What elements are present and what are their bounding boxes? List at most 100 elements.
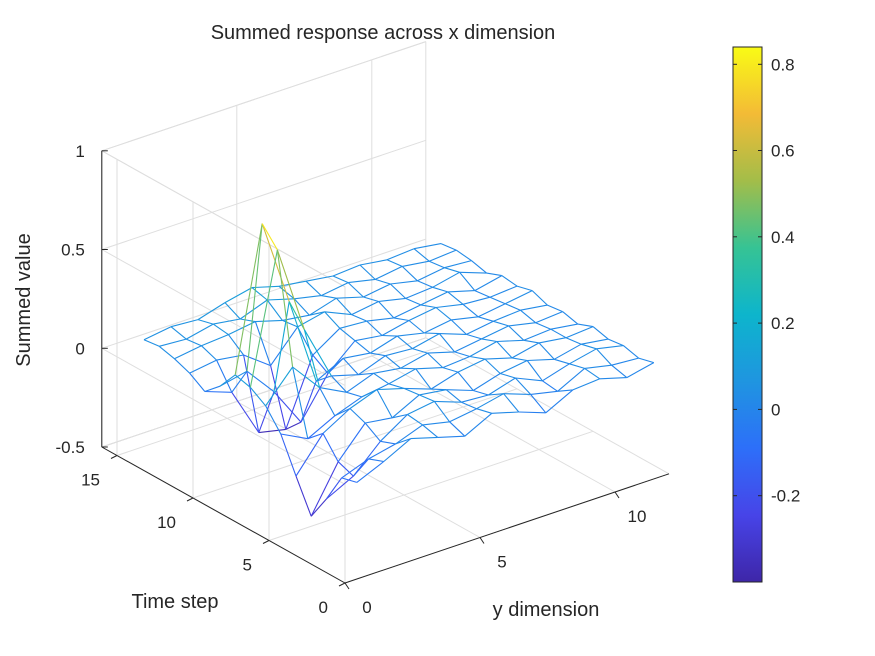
mesh-edge bbox=[280, 433, 308, 440]
mesh-edge bbox=[359, 264, 376, 280]
mesh-edge bbox=[330, 375, 348, 393]
mesh-edge bbox=[219, 374, 236, 387]
mesh-edge bbox=[447, 291, 464, 305]
mesh-edge bbox=[319, 387, 336, 417]
mesh-edge bbox=[417, 280, 433, 288]
mesh-edge bbox=[397, 332, 425, 337]
mesh-edge bbox=[370, 352, 386, 357]
mesh-edge bbox=[363, 283, 391, 298]
mesh-edge bbox=[438, 333, 456, 353]
mesh-edge bbox=[346, 372, 374, 393]
mesh-edge bbox=[246, 370, 275, 393]
surface-mesh bbox=[143, 223, 655, 517]
mesh-edge bbox=[351, 314, 368, 322]
mesh-edge bbox=[159, 338, 187, 347]
x-tick-mark bbox=[344, 582, 350, 590]
axes: 0 5 10 0 5 10 15 -0.5 0 0.5 1 bbox=[56, 142, 670, 617]
mesh-edge bbox=[440, 243, 457, 251]
mesh-edge bbox=[376, 389, 393, 419]
mesh-edge bbox=[511, 342, 540, 359]
grid-line-z-left bbox=[101, 347, 346, 485]
mesh-edge bbox=[493, 320, 509, 327]
mesh-edge bbox=[366, 320, 383, 336]
mesh-edge bbox=[265, 366, 294, 407]
mesh-edge bbox=[511, 357, 528, 362]
x-tick-label: 10 bbox=[628, 507, 647, 526]
mesh-edge bbox=[447, 290, 475, 293]
mesh-edge bbox=[174, 345, 202, 360]
mesh-edge bbox=[417, 267, 445, 282]
mesh-edge bbox=[469, 341, 498, 357]
mesh-edge bbox=[430, 388, 447, 391]
mesh-edge bbox=[466, 320, 494, 335]
mesh-edge bbox=[457, 371, 474, 391]
mesh-edge bbox=[623, 345, 639, 359]
mesh-edge bbox=[170, 319, 199, 328]
mesh-edge bbox=[366, 317, 394, 322]
mesh-edge bbox=[595, 348, 613, 366]
mesh-edge bbox=[231, 370, 248, 393]
mesh-edge bbox=[324, 311, 352, 316]
mesh-edge bbox=[407, 414, 423, 426]
mesh-edge bbox=[423, 319, 452, 334]
mesh-edge bbox=[348, 278, 376, 284]
mesh-edge bbox=[332, 275, 349, 284]
mesh-edge bbox=[496, 339, 524, 343]
mesh-edge bbox=[381, 320, 410, 336]
mesh-edge bbox=[596, 345, 624, 350]
mesh-edge bbox=[518, 411, 546, 414]
mesh-edge bbox=[309, 297, 337, 316]
colorbar-tick-label: -0.2 bbox=[771, 487, 800, 506]
mesh-edge bbox=[584, 364, 612, 369]
mesh-edge bbox=[288, 301, 317, 382]
mesh-edge bbox=[322, 408, 351, 434]
mesh-edge bbox=[491, 411, 519, 414]
mesh-edge bbox=[418, 394, 435, 402]
mesh-edge bbox=[375, 278, 391, 285]
mesh-edge bbox=[391, 394, 420, 419]
mesh-edge bbox=[503, 393, 520, 413]
mesh-edge bbox=[322, 433, 339, 462]
mesh-edge bbox=[267, 298, 295, 301]
y-axis-line bbox=[101, 446, 346, 584]
mesh-edge bbox=[412, 333, 440, 350]
mesh-edge bbox=[481, 338, 497, 343]
mesh-edge bbox=[316, 375, 332, 382]
y-tick-mark bbox=[186, 497, 194, 502]
mesh-edge bbox=[227, 334, 245, 356]
mesh-edge bbox=[457, 358, 486, 373]
mesh-edge bbox=[395, 438, 411, 445]
mesh-edge bbox=[611, 364, 628, 379]
mesh-edge bbox=[369, 335, 398, 354]
mesh-edge bbox=[185, 323, 214, 340]
mesh-edge bbox=[611, 357, 639, 366]
mesh-edge bbox=[258, 391, 275, 433]
mesh-edge bbox=[565, 326, 594, 339]
mesh-edge bbox=[390, 280, 418, 285]
mesh-edge bbox=[422, 424, 439, 438]
mesh-edge bbox=[365, 417, 393, 424]
mesh-edge bbox=[427, 352, 444, 368]
mesh-edge bbox=[496, 341, 513, 359]
mesh-edge bbox=[201, 345, 217, 361]
grid-line-z-back bbox=[101, 139, 426, 250]
mesh-edge bbox=[388, 368, 417, 385]
mesh-edge bbox=[234, 223, 263, 375]
mesh-edge bbox=[489, 296, 506, 305]
mesh-edge bbox=[402, 260, 430, 267]
mesh-edge bbox=[516, 285, 533, 292]
mesh-edge bbox=[143, 339, 160, 347]
mesh-edge bbox=[351, 301, 379, 316]
y-tick-label: 0 bbox=[319, 598, 328, 617]
mesh-edge bbox=[261, 223, 278, 251]
mesh-edge bbox=[395, 424, 423, 445]
mesh-edge bbox=[408, 320, 425, 334]
mesh-edge bbox=[428, 260, 445, 269]
mesh-edge bbox=[488, 393, 504, 396]
mesh-edge bbox=[339, 327, 356, 342]
mesh-edge bbox=[386, 259, 403, 267]
mesh-edge bbox=[531, 290, 548, 306]
mesh-edge bbox=[385, 348, 413, 357]
z-tick-label: 0 bbox=[75, 339, 84, 358]
mesh-edge bbox=[295, 475, 312, 517]
